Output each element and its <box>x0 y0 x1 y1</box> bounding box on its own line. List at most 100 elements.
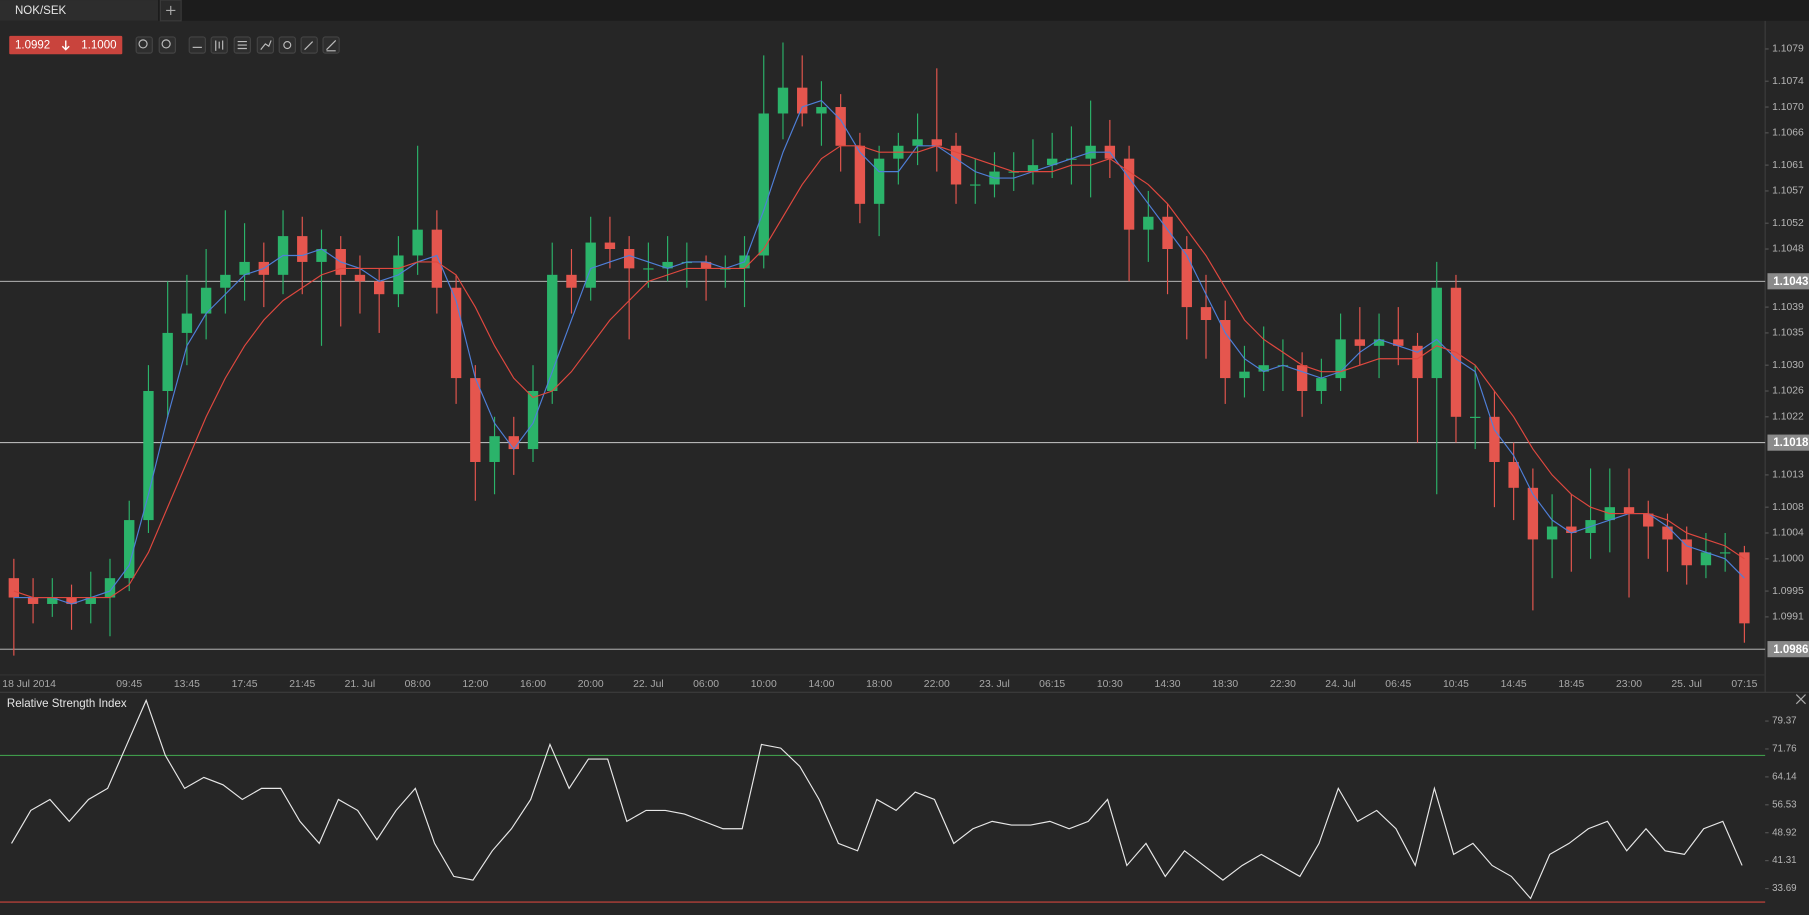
candle-body <box>412 229 423 256</box>
candle-body <box>1220 320 1231 379</box>
candle-body <box>470 378 481 462</box>
candle-body <box>1046 158 1058 166</box>
candle-body <box>316 249 327 262</box>
level-label-box <box>1767 434 1809 451</box>
x-tick-label: 23:00 <box>1616 679 1642 690</box>
candle-body <box>1700 552 1712 566</box>
candle-body <box>162 332 173 392</box>
x-tick-label: 16:00 <box>520 679 546 690</box>
candle-body <box>1546 526 1558 540</box>
candle-body <box>662 261 673 269</box>
period-button[interactable] <box>188 36 206 54</box>
y-tick-label: 1.1079 <box>1772 44 1804 55</box>
candle-body <box>124 520 135 579</box>
candle-body <box>777 87 789 114</box>
x-tick-label: 10:30 <box>1097 679 1123 690</box>
candle-body <box>104 578 116 598</box>
y-tick-label: 33.69 <box>1772 883 1797 894</box>
candle-body <box>1200 307 1212 321</box>
candle-body <box>181 313 193 333</box>
x-tick-label: 06:45 <box>1385 679 1411 690</box>
candle-body <box>566 274 577 288</box>
y-tick-label: 1.1004 <box>1772 528 1804 539</box>
close-indicator-button[interactable] <box>1795 694 1806 705</box>
level-label: 1.0986 <box>1773 644 1808 656</box>
candle-body <box>643 268 654 270</box>
icon <box>237 41 247 50</box>
level-label: 1.1018 <box>1773 437 1809 449</box>
candle-body <box>1527 487 1539 540</box>
y-tick-label: 56.53 <box>1772 799 1797 810</box>
x-tick-label: 23. Jul <box>979 679 1010 690</box>
candle-body <box>1681 539 1692 566</box>
candle-body <box>1143 216 1154 230</box>
candle-body <box>797 87 808 114</box>
x-tick-label: 14:00 <box>808 679 834 690</box>
candle-body <box>1739 552 1750 624</box>
toolbar <box>135 36 340 54</box>
x-tick-label: 21. Jul <box>345 679 376 690</box>
candle-body <box>585 242 596 288</box>
y-tick-label: 1.1048 <box>1772 244 1804 255</box>
candle-body <box>450 287 462 379</box>
candle-body <box>854 145 866 204</box>
candle-body <box>373 281 385 295</box>
level-label: 1.1043 <box>1773 276 1808 288</box>
tab[interactable] <box>0 0 159 21</box>
icon <box>138 39 148 49</box>
objects-button[interactable] <box>278 36 296 54</box>
x-tick-label: 06:15 <box>1039 679 1065 690</box>
candle-body <box>1643 513 1654 527</box>
ask-price: 1.1000 <box>81 40 116 52</box>
candle-body <box>239 261 250 275</box>
y-tick-label: 79.37 <box>1772 716 1797 727</box>
candle-body <box>1123 158 1135 230</box>
candle-body <box>297 236 308 262</box>
candle-body <box>931 139 942 146</box>
x-tick-label: 25. Jul <box>1671 679 1702 690</box>
candle-body <box>1162 216 1173 250</box>
candle-body <box>1316 378 1327 392</box>
x-tick-label: 10:00 <box>751 679 777 690</box>
y-tick-label: 1.1026 <box>1772 386 1804 397</box>
tab-bar <box>0 0 1809 21</box>
candle-body <box>604 242 616 250</box>
candle-body <box>835 107 846 146</box>
studies-button[interactable] <box>256 36 275 54</box>
y-tick-label: 1.1013 <box>1772 470 1804 481</box>
y-tick-label: 48.92 <box>1772 827 1797 838</box>
candle-body <box>1508 461 1519 488</box>
candle-body <box>27 597 39 604</box>
rsi-line <box>11 698 1743 900</box>
candle-body <box>1393 339 1404 346</box>
zoom-out-button[interactable] <box>135 36 153 54</box>
y-tick-label: 1.1008 <box>1772 502 1804 513</box>
level-label-box <box>1767 641 1809 658</box>
moving-average <box>13 145 1745 599</box>
candle-body <box>1719 552 1731 554</box>
candle-body <box>1431 287 1442 379</box>
x-tick-label: 22:30 <box>1270 679 1296 690</box>
y-tick-label: 1.1035 <box>1772 328 1804 339</box>
x-tick-label: 17:45 <box>232 679 258 690</box>
candle-body <box>200 287 212 314</box>
x-tick-label: 07:15 <box>1731 679 1757 690</box>
candle-body <box>623 249 635 269</box>
candle-body <box>47 597 58 604</box>
y-tick-label: 1.1000 <box>1772 554 1804 565</box>
bid-price: 1.0992 <box>15 40 50 52</box>
candle-body <box>1566 526 1577 533</box>
level-label-box <box>1767 273 1809 290</box>
y-tick-label: 1.1022 <box>1772 412 1804 423</box>
y-tick-label: 1.0995 <box>1772 586 1804 597</box>
x-tick-label: 13:45 <box>174 679 200 690</box>
candle-body <box>1354 339 1366 346</box>
y-tick-label: 1.1061 <box>1772 160 1804 171</box>
candle-body <box>1623 507 1635 514</box>
candle-body <box>1335 339 1346 379</box>
plus-icon <box>166 5 176 16</box>
y-tick-label: 1.1052 <box>1772 218 1804 229</box>
zoom-in-button[interactable] <box>158 36 176 54</box>
